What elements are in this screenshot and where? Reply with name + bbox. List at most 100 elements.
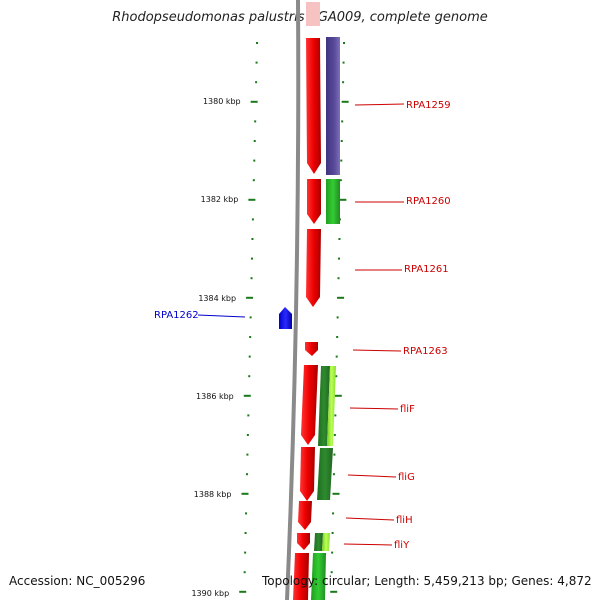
cog-bar-bottom [311,553,326,600]
gene-label-flig[interactable]: fliG [398,472,415,483]
minor-tick-left [251,238,254,240]
major-tick-right [334,394,342,397]
gene-arrow-rpa1259 [306,38,321,174]
minor-tick-left [243,571,246,574]
cog-bar-rpa1259 [326,37,340,175]
axis-tick-label: 1380 kbp [203,97,241,106]
major-tick-left [250,100,258,103]
minor-tick-right [341,120,344,123]
gene-label-rpa1262[interactable]: RPA1262 [154,310,199,321]
minor-tick-right [337,257,340,260]
major-tick-right [332,492,340,495]
minor-tick-right [331,551,334,554]
genome-summary-text: Topology: circular; Length: 5,459,213 bp… [262,574,592,588]
cog-bar-flif-dark [318,366,330,446]
gene-arrow-flif [301,365,318,445]
gene-arrow-rpa1260 [307,179,321,224]
major-tick-right [337,296,345,299]
leader-rpa1263 [352,349,402,352]
minor-tick-left [246,434,249,436]
gene-arrow-rpa1262 [279,307,292,329]
axis-tick-label: 1382 kbp [201,195,239,204]
cog-bar-rpa1260 [326,179,340,224]
major-tick-right [339,198,347,201]
major-tick-left [243,394,251,397]
leader-flih [345,517,395,521]
genome-backbone [285,0,301,600]
major-tick-left [239,590,247,593]
minor-tick-left [248,355,251,358]
gene-fragment-top [306,2,320,26]
minor-tick-right [342,81,345,84]
gene-label-rpa1259[interactable]: RPA1259 [406,100,451,111]
leader-fliy [343,543,393,546]
cog-bar-fliy-dark [314,533,323,551]
minor-tick-right [343,42,346,44]
gene-label-rpa1261[interactable]: RPA1261 [404,264,449,275]
minor-tick-left [245,512,248,515]
major-tick-left [241,492,249,495]
axis-tick-label: 1388 kbp [194,490,232,499]
gene-arrow-flih [298,501,312,530]
cog-bar-flig [317,448,333,500]
gene-label-rpa1260[interactable]: RPA1260 [406,196,451,207]
minor-tick-right [342,61,345,64]
minor-tick-left [249,316,252,319]
gene-label-flif[interactable]: fliF [400,404,415,415]
minor-tick-left [244,532,247,534]
major-tick-right [341,100,349,103]
minor-tick-left [252,179,255,182]
minor-tick-left [249,336,252,338]
major-tick-left [246,296,254,299]
minor-tick-left [255,61,258,64]
leader-flig [347,474,397,478]
minor-tick-left [255,81,258,84]
gene-label-flih[interactable]: fliH [396,515,413,526]
minor-tick-right [333,453,336,456]
minor-tick-right [337,277,340,280]
minor-tick-left [251,218,254,221]
cog-bar-fliy-lime [322,533,330,551]
minor-tick-left [250,277,253,280]
gene-arrow-rpa1263 [305,342,318,356]
gene-arrow-flig [300,447,315,501]
minor-tick-left [248,375,251,378]
minor-tick-left [253,140,256,142]
gene-arrow-fliy [297,533,310,550]
minor-tick-left [254,120,257,123]
axis-tick-label: 1386 kbp [196,392,234,401]
gene-label-rpa1263[interactable]: RPA1263 [403,346,448,357]
major-tick-left [248,198,256,201]
major-tick-right [330,590,338,593]
minor-tick-right [338,238,341,240]
gene-arrow-rpa1261 [306,229,321,307]
minor-tick-right [333,434,336,436]
minor-tick-right [339,179,342,182]
minor-tick-right [340,159,343,162]
minor-tick-right [332,473,335,476]
gene-arrow-bottom [293,553,309,600]
minor-tick-right [336,336,339,338]
accession-text: Accession: NC_005296 [9,574,146,588]
minor-tick-right [330,571,333,574]
minor-tick-right [332,512,335,515]
leader-rpa1262 [197,314,246,318]
minor-tick-left [245,473,248,476]
minor-tick-left [256,42,259,44]
minor-tick-right [340,140,343,142]
cog-bar-flif-lime [327,366,336,446]
minor-tick-right [331,532,334,534]
minor-tick-left [244,551,247,554]
minor-tick-left [250,257,253,260]
gene-label-fliy[interactable]: fliY [394,540,410,551]
minor-tick-left [247,414,250,417]
minor-tick-left [246,453,249,456]
leader-rpa1259 [354,103,405,106]
minor-tick-right [335,355,338,358]
minor-tick-right [334,414,337,417]
minor-tick-right [336,316,339,319]
minor-tick-right [335,375,338,378]
minor-tick-left [253,159,256,162]
